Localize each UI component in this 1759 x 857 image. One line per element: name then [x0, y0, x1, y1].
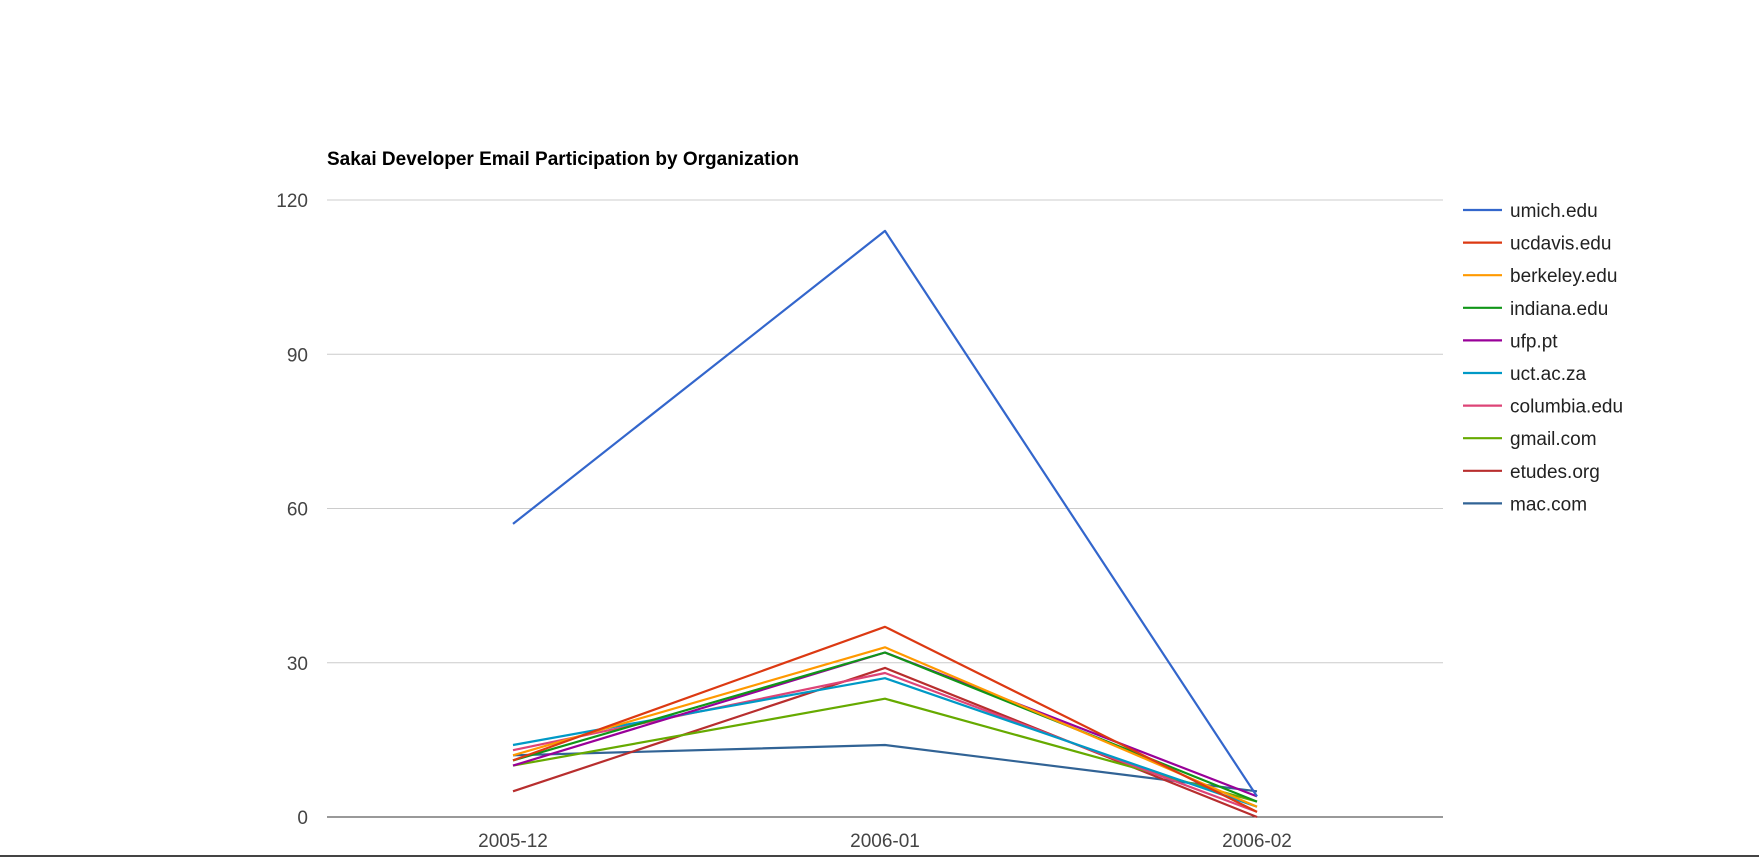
y-tick-label: 0	[297, 808, 308, 829]
legend-item[interactable]: ucdavis.edu	[1463, 234, 1611, 255]
y-axis: 0 30 60 90 120	[276, 191, 308, 829]
legend-item[interactable]: berkeley.edu	[1463, 266, 1617, 287]
x-tick-label: 2006-01	[850, 831, 920, 852]
legend-item[interactable]: etudes.org	[1463, 462, 1600, 483]
y-tick-label: 90	[287, 345, 308, 366]
legend-label: mac.com	[1510, 494, 1587, 515]
y-tick-label: 30	[287, 654, 308, 675]
series-line-mac-com	[512, 743, 1258, 793]
legend-item[interactable]: indiana.edu	[1463, 299, 1608, 320]
x-tick-label: 2006-02	[1222, 831, 1292, 852]
legend-label: gmail.com	[1510, 429, 1597, 450]
legend-item[interactable]: columbia.edu	[1463, 397, 1623, 418]
x-tick-label: 2005-12	[478, 831, 548, 852]
y-tick-label: 60	[287, 500, 308, 521]
legend-item[interactable]: ufp.pt	[1463, 331, 1558, 352]
legend: umich.edu ucdavis.edu berkeley.edu indiana.…	[1463, 201, 1623, 515]
legend-label: uct.ac.za	[1510, 364, 1586, 385]
series-line-uct-ac-za	[512, 677, 1258, 808]
series-line-columbia-edu	[512, 671, 1258, 813]
legend-item[interactable]: mac.com	[1463, 494, 1587, 515]
legend-item[interactable]: uct.ac.za	[1463, 364, 1586, 385]
series-line-umich-edu	[512, 229, 1258, 798]
legend-item[interactable]: umich.edu	[1463, 201, 1598, 222]
grid-layer	[327, 199, 1443, 664]
legend-label: ucdavis.edu	[1510, 234, 1611, 255]
y-tick-label: 120	[276, 191, 308, 212]
legend-label: indiana.edu	[1510, 299, 1608, 320]
legend-label: columbia.edu	[1510, 397, 1623, 418]
chart-title: Sakai Developer Email Participation by O…	[327, 149, 799, 170]
x-axis: 2005-12 2006-01 2006-02	[327, 816, 1443, 852]
series-line-indiana-edu	[512, 651, 1258, 803]
legend-label: berkeley.edu	[1510, 266, 1617, 287]
legend-label: ufp.pt	[1510, 331, 1558, 352]
series-line-ucdavis-edu	[512, 625, 1258, 813]
series-line-gmail-com	[512, 697, 1258, 803]
legend-label: etudes.org	[1510, 462, 1600, 483]
series-line-berkeley-edu	[512, 646, 1258, 808]
series-line-etudes-org	[512, 666, 1258, 819]
page-bottom-rule	[0, 855, 1759, 857]
legend-item[interactable]: gmail.com	[1463, 429, 1597, 450]
series-layer	[512, 229, 1258, 819]
legend-label: umich.edu	[1510, 201, 1598, 222]
